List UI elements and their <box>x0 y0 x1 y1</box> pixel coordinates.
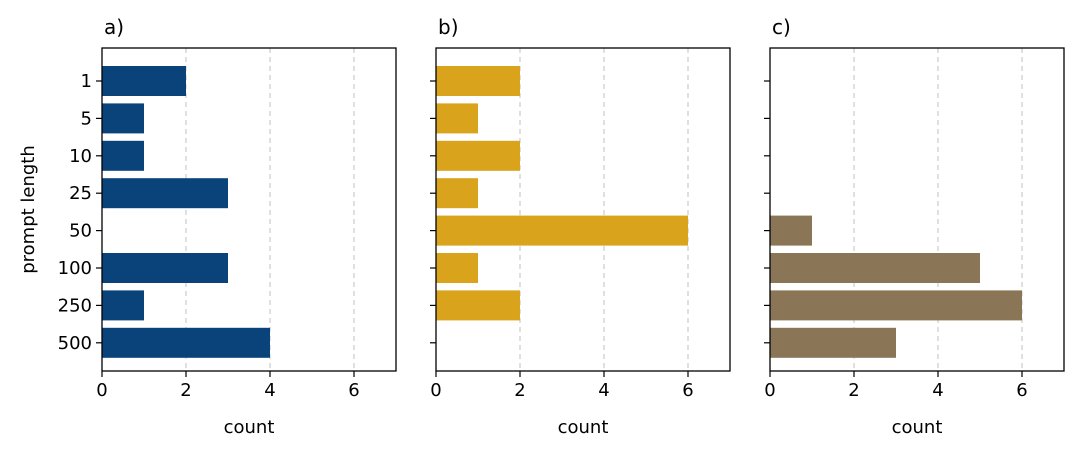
bar-1 <box>102 66 186 96</box>
y-tick-label: 25 <box>69 183 92 204</box>
x-tick-label: 2 <box>848 380 859 401</box>
bar-5 <box>102 103 144 134</box>
x-tick-label: 2 <box>514 380 525 401</box>
bar-250 <box>436 290 520 321</box>
y-axis-label: prompt length <box>18 145 39 274</box>
bar-10 <box>102 140 144 171</box>
bar-500 <box>770 327 896 358</box>
bar-500 <box>102 327 270 358</box>
chart-panel-a: 0 2 4 6 1 5 10 25 50 100 250 500 count prompt length a… <box>18 15 397 438</box>
x-tick-label: 4 <box>264 380 275 401</box>
x-axis-label: count <box>558 417 609 438</box>
bar-25 <box>436 178 478 209</box>
bar-25 <box>102 178 228 209</box>
y-tick-label: 50 <box>69 221 92 242</box>
bar-50 <box>436 215 688 246</box>
chart-panel-b: 0 2 4 6 count b) <box>430 15 731 438</box>
panel-label: c) <box>772 15 791 39</box>
bar-250 <box>770 290 1022 321</box>
x-tick-label: 6 <box>348 380 359 401</box>
bar-10 <box>436 140 520 171</box>
x-tick-label: 4 <box>932 380 943 401</box>
x-axis-label: count <box>224 417 275 438</box>
bar-1 <box>436 66 520 96</box>
x-axis-label: count <box>892 417 943 438</box>
y-tick-label: 1 <box>81 71 92 92</box>
bar-100 <box>770 253 980 283</box>
plot-frame <box>769 47 1065 372</box>
x-tick-label: 0 <box>430 380 441 401</box>
x-tick-label: 4 <box>598 380 609 401</box>
y-tick-label: 10 <box>69 146 92 167</box>
chart-panel-c: 0 2 4 6 count c) <box>764 15 1065 438</box>
y-tick-label: 250 <box>58 295 92 316</box>
bar-50 <box>770 215 812 246</box>
x-tick-label: 0 <box>96 380 107 401</box>
y-tick-label: 100 <box>58 258 92 279</box>
bar-250 <box>102 290 144 321</box>
x-tick-label: 6 <box>682 380 693 401</box>
x-tick-label: 0 <box>764 380 775 401</box>
x-tick-label: 6 <box>1016 380 1027 401</box>
panel-label: b) <box>438 15 459 39</box>
bar-100 <box>436 253 478 283</box>
bar-5 <box>436 103 478 134</box>
y-tick-label: 5 <box>81 108 92 129</box>
x-tick-label: 2 <box>180 380 191 401</box>
y-tick-label: 500 <box>58 333 92 354</box>
plot-frame <box>435 47 731 372</box>
plot-frame <box>101 47 397 372</box>
bar-100 <box>102 253 228 283</box>
panel-label: a) <box>104 15 124 39</box>
